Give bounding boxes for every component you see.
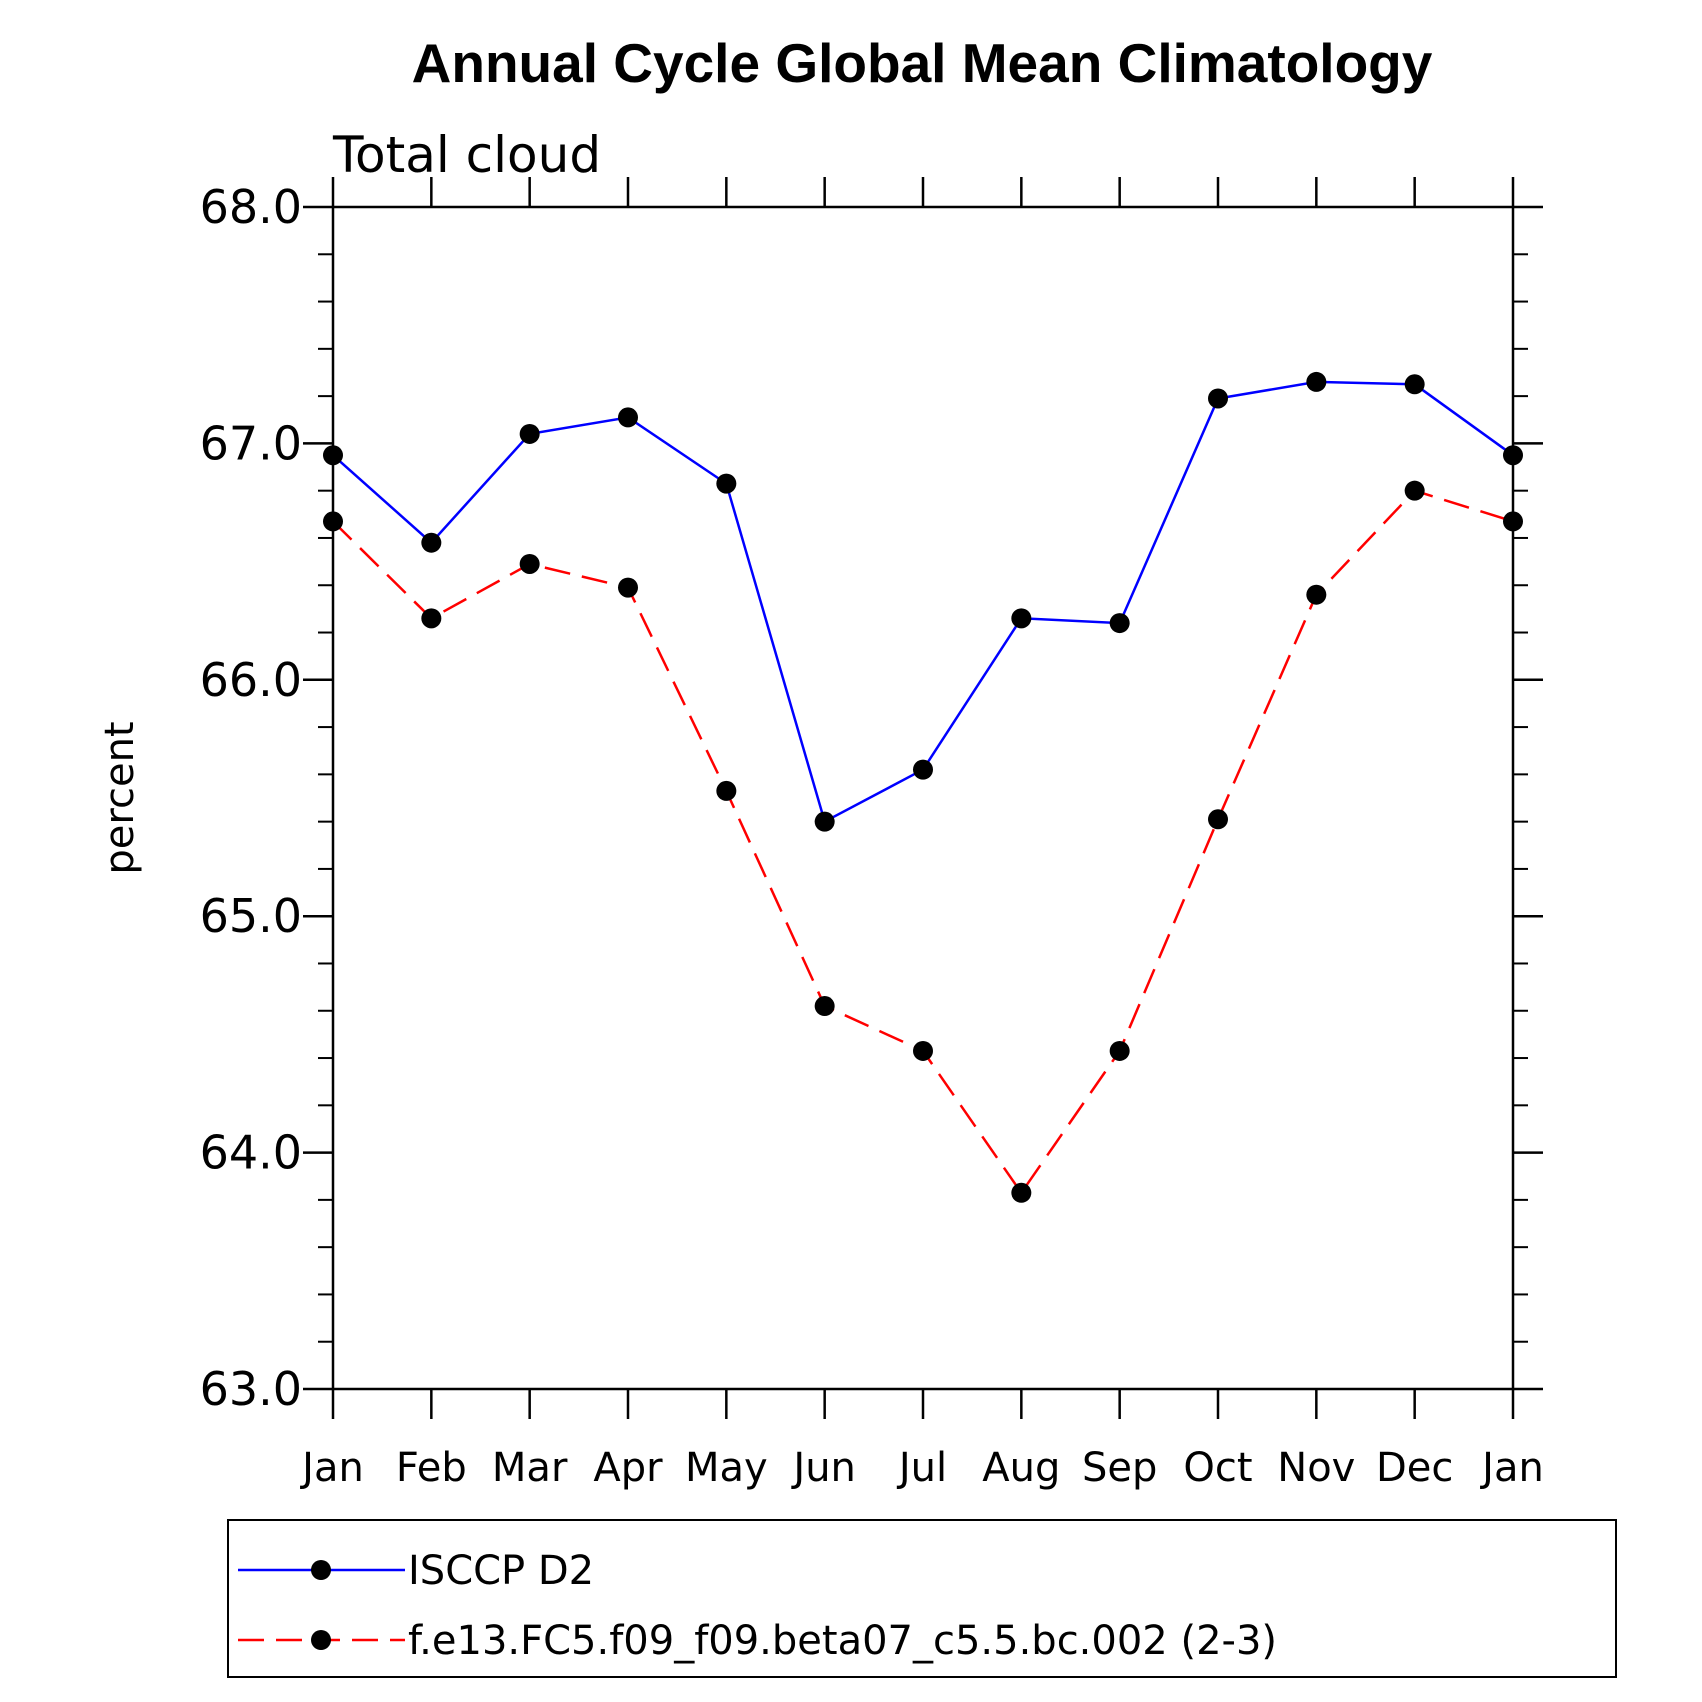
y-axis-label: percent <box>97 721 143 874</box>
y-tick-label: 67.0 <box>200 416 302 470</box>
x-tick-label: Apr <box>593 1445 663 1491</box>
legend: ISCCP D2 f.e13.FC5.f09_f09.beta07_c5.5.bc… <box>227 1519 1617 1678</box>
y-tick-label: 68.0 <box>200 180 302 234</box>
x-tick-label: Aug <box>982 1445 1060 1491</box>
series-2-point <box>1011 1182 1032 1203</box>
series-2-point <box>1404 480 1425 501</box>
legend-box <box>227 1519 1617 1678</box>
series-2-point <box>716 780 737 801</box>
x-tick-label: Jun <box>790 1445 856 1491</box>
legend-marker-1 <box>311 1560 331 1580</box>
series-1-point <box>1404 374 1425 395</box>
series-2-point <box>323 511 343 532</box>
series-1-point <box>323 445 343 466</box>
series-1-point <box>421 532 442 553</box>
series-line-1 <box>332 380 1514 824</box>
axes: Jan Feb Mar Apr May Jun Jul Aug Sep Oct Nov Dec Jan 6… <box>200 177 1544 1491</box>
series-2-point <box>814 996 835 1017</box>
y-tick-label: 65.0 <box>200 889 302 943</box>
x-tick-label: Sep <box>1082 1445 1157 1491</box>
series-1-point <box>519 423 540 444</box>
x-tick-label: Mar <box>492 1445 568 1491</box>
series-2-point <box>421 608 442 629</box>
series-1-point <box>1306 371 1327 392</box>
series-2-point <box>1208 809 1228 830</box>
x-tick-label: Dec <box>1376 1445 1453 1491</box>
series-2-point <box>1109 1040 1130 1061</box>
x-tick-label: Feb <box>396 1445 467 1491</box>
y-tick-label: 64.0 <box>200 1126 302 1180</box>
series-1-point <box>814 811 835 832</box>
legend-marker-2 <box>311 1630 331 1650</box>
series-1-point <box>1109 613 1130 634</box>
y-tick-label: 66.0 <box>200 653 302 707</box>
x-tick-label: Oct <box>1183 1445 1252 1491</box>
series-line-2 <box>332 489 1514 1195</box>
series-1-point <box>1503 445 1523 466</box>
series-1-point <box>716 473 737 494</box>
x-tick-label: Nov <box>1277 1445 1355 1491</box>
x-tick-label: Jul <box>896 1445 947 1491</box>
x-tick-label: May <box>685 1445 768 1491</box>
series-2-point <box>1306 584 1327 605</box>
chart-subtitle: Total cloud <box>332 126 601 184</box>
series-1-point <box>1011 608 1032 629</box>
legend-label-1: ISCCP D2 <box>408 1548 594 1594</box>
chart-title: Annual Cycle Global Mean Climatology <box>412 32 1433 94</box>
series-1-point <box>618 407 638 428</box>
x-tick-label: Jan <box>1479 1445 1544 1491</box>
series-2-point <box>1503 511 1523 532</box>
series-2-point <box>618 577 638 598</box>
legend-label-2: f.e13.FC5.f09_f09.beta07_c5.5.bc.002 (2-… <box>408 1618 1277 1664</box>
y-tick-label: 63.0 <box>200 1362 302 1416</box>
series-2-point <box>519 553 540 574</box>
x-tick-label: Jan <box>299 1445 364 1491</box>
series-1-point <box>913 759 933 780</box>
plot-area <box>323 371 1523 1203</box>
plot-frame <box>331 205 1515 1391</box>
series-2-point <box>913 1040 933 1061</box>
series-1-point <box>1208 388 1228 409</box>
